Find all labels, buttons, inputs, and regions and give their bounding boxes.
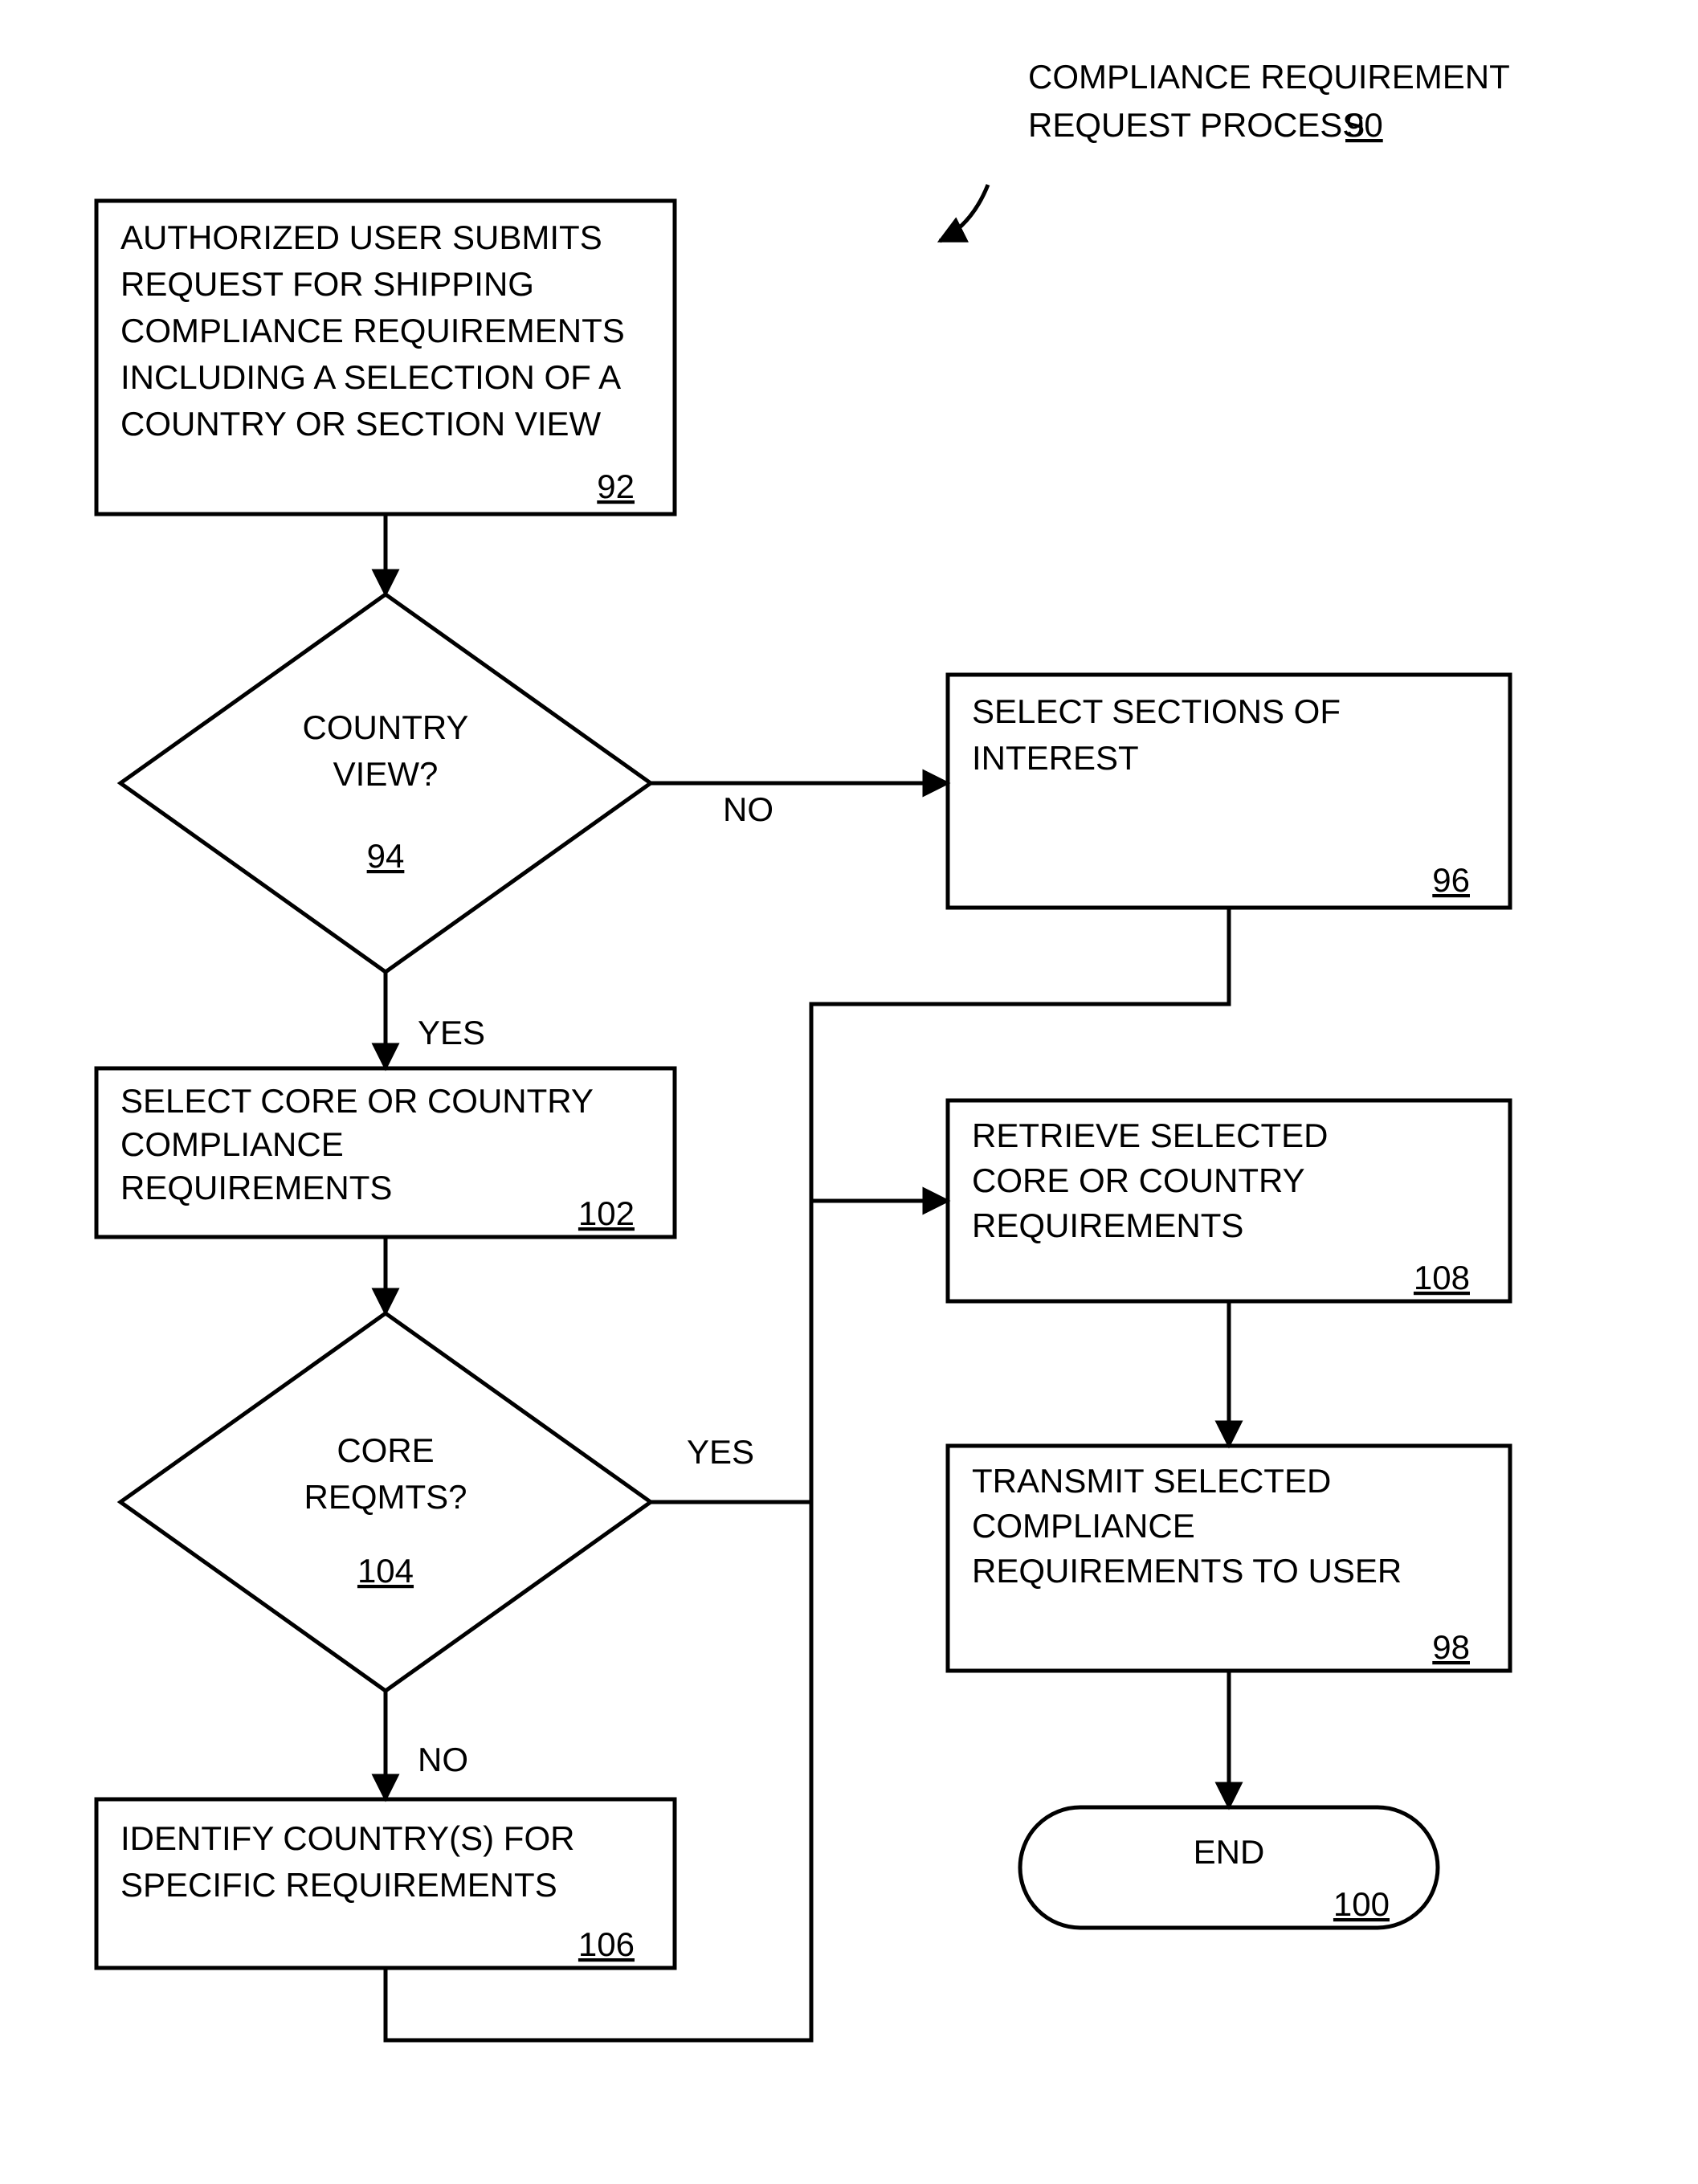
node-n106: IDENTIFY COUNTRY(S) FORSPECIFIC REQUIREM…: [96, 1799, 675, 1968]
node-n98: TRANSMIT SELECTEDCOMPLIANCEREQUIREMENTS …: [948, 1446, 1510, 1671]
svg-text:96: 96: [1432, 861, 1470, 899]
svg-text:YES: YES: [418, 1014, 485, 1051]
svg-text:108: 108: [1414, 1259, 1470, 1296]
svg-text:COMPLIANCE REQUIREMENTREQUEST: COMPLIANCE REQUIREMENTREQUEST PROCESS: [1028, 58, 1510, 144]
edge-7: [386, 1201, 811, 2040]
svg-text:SELECT SECTIONS OFINTEREST: SELECT SECTIONS OFINTEREST: [972, 692, 1341, 777]
node-n100: END 100: [1020, 1807, 1438, 1928]
svg-text:IDENTIFY COUNTRY(S) FORSPECIFI: IDENTIFY COUNTRY(S) FORSPECIFIC REQUIREM…: [120, 1819, 574, 1904]
node-n108: RETRIEVE SELECTEDCORE OR COUNTRYREQUIREM…: [948, 1100, 1510, 1301]
svg-text:102: 102: [578, 1194, 635, 1232]
svg-text:104: 104: [357, 1552, 414, 1590]
svg-text:RETRIEVE SELECTEDCORE OR COUNT: RETRIEVE SELECTEDCORE OR COUNTRYREQUIREM…: [972, 1116, 1328, 1244]
svg-text:90: 90: [1345, 106, 1383, 144]
node-n104: COREREQMTS? 104: [120, 1313, 651, 1691]
node-n102: SELECT CORE OR COUNTRYCOMPLIANCEREQUIREM…: [96, 1068, 675, 1237]
svg-text:106: 106: [578, 1925, 635, 1963]
svg-text:TRANSMIT SELECTEDCOMPLIANCEREQ: TRANSMIT SELECTEDCOMPLIANCEREQUIREMENTS …: [972, 1462, 1402, 1590]
svg-text:YES: YES: [687, 1433, 754, 1471]
svg-text:NO: NO: [418, 1741, 468, 1778]
svg-text:94: 94: [367, 837, 405, 875]
node-n96: SELECT SECTIONS OFINTEREST 96: [948, 675, 1510, 908]
svg-text:98: 98: [1432, 1628, 1470, 1666]
svg-text:100: 100: [1333, 1885, 1390, 1923]
svg-text:COUNTRYVIEW?: COUNTRYVIEW?: [303, 708, 469, 793]
node-n94: COUNTRYVIEW? 94: [120, 594, 651, 972]
svg-text:92: 92: [597, 467, 635, 505]
svg-text:NO: NO: [723, 790, 773, 828]
svg-text:SELECT CORE OR COUNTRYCOMPLIAN: SELECT CORE OR COUNTRYCOMPLIANCEREQUIREM…: [120, 1082, 594, 1206]
svg-text:END: END: [1194, 1833, 1265, 1871]
svg-text:COREREQMTS?: COREREQMTS?: [304, 1431, 467, 1516]
edge-6: [811, 908, 1229, 1201]
node-n92: AUTHORIZED USER SUBMITSREQUEST FOR SHIPP…: [96, 201, 675, 514]
svg-text:AUTHORIZED USER SUBMITSREQUEST: AUTHORIZED USER SUBMITSREQUEST FOR SHIPP…: [120, 218, 625, 443]
